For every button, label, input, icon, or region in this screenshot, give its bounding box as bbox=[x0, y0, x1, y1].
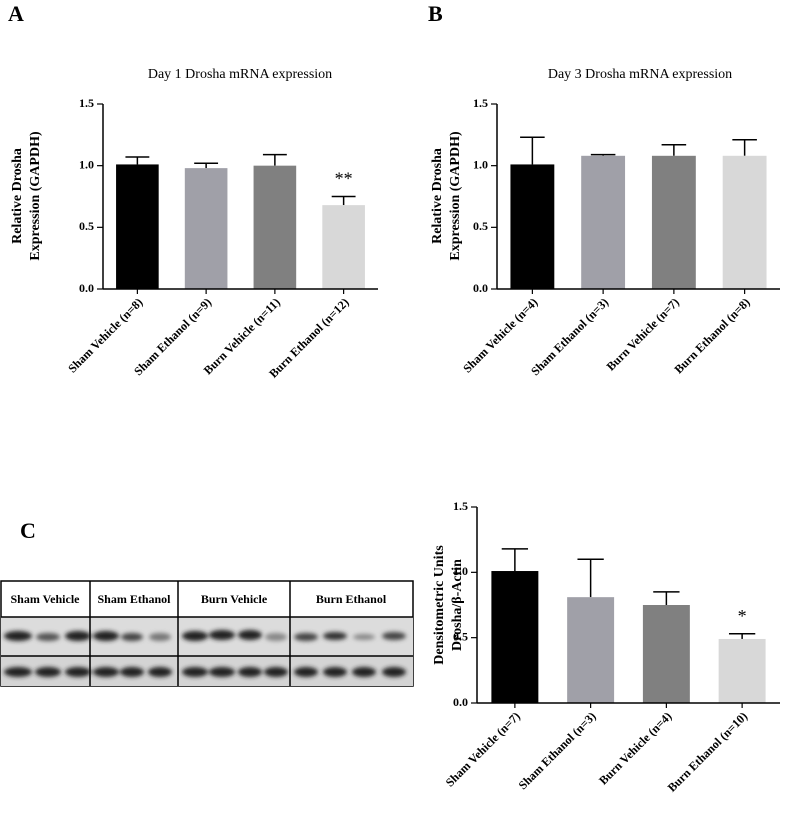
annotation: ** bbox=[335, 169, 353, 189]
bar bbox=[184, 168, 228, 289]
panel-letter: B bbox=[428, 1, 443, 26]
y-tick-label: 0.5 bbox=[453, 629, 468, 643]
y-axis-label: Relative Drosha bbox=[430, 148, 445, 244]
panel-letter: A bbox=[8, 1, 24, 26]
blot-label: Burn Vehicle bbox=[201, 592, 268, 606]
y-tick-label: 1.5 bbox=[473, 96, 488, 110]
y-axis-label: Densitometric Units bbox=[432, 545, 447, 665]
y-axis-label: Relative Drosha bbox=[10, 148, 25, 244]
bar bbox=[322, 205, 365, 289]
y-tick-label: 0.0 bbox=[473, 281, 488, 295]
bar bbox=[567, 597, 615, 703]
annotation: * bbox=[738, 606, 747, 626]
panel-letter: C bbox=[20, 518, 36, 543]
y-tick-label: 0.0 bbox=[79, 281, 94, 295]
y-axis-label: Expression (GAPDH) bbox=[28, 131, 43, 261]
x-tick-label: Sham Ethanol (n=3) bbox=[516, 709, 599, 792]
x-tick-label: Burn Ethanol (n=8) bbox=[671, 295, 752, 376]
chart-title: Day 3 Drosha mRNA expression bbox=[548, 67, 732, 82]
x-tick-label: Sham Vehicle (n=7) bbox=[443, 709, 523, 789]
bar bbox=[116, 164, 159, 289]
blot-dividers bbox=[1, 581, 413, 686]
x-tick-label: Burn Ethanol (n=10) bbox=[665, 709, 750, 794]
bar bbox=[491, 571, 539, 703]
y-axis-label: Drosha/β-Actin bbox=[450, 559, 465, 651]
bar bbox=[581, 155, 626, 289]
x-tick-label: Burn Vehicle (n=4) bbox=[596, 709, 674, 787]
bar bbox=[651, 155, 696, 289]
x-tick-label: Sham Vehicle (n=4) bbox=[460, 295, 540, 375]
western-blot: Sham Vehicle Sham Ethanol Burn Vehicle B… bbox=[0, 580, 414, 687]
x-tick-label: Sham Ethanol (n=3) bbox=[528, 295, 611, 378]
bar bbox=[642, 605, 690, 703]
y-tick-label: 1.0 bbox=[453, 564, 468, 578]
y-tick-label: 1.0 bbox=[473, 157, 488, 171]
blot-label: Sham Vehicle bbox=[10, 592, 80, 606]
bar bbox=[510, 164, 555, 289]
bar bbox=[718, 638, 766, 703]
blot-bands bbox=[4, 630, 406, 677]
y-tick-label: 0.5 bbox=[473, 219, 488, 233]
y-tick-label: 1.0 bbox=[79, 157, 94, 171]
blot-label: Burn Ethanol bbox=[316, 592, 387, 606]
blot-label: Sham Ethanol bbox=[97, 592, 171, 606]
y-axis-label: Expression (GAPDH) bbox=[448, 131, 463, 261]
y-tick-label: 0.5 bbox=[79, 219, 94, 233]
chart-title: Day 1 Drosha mRNA expression bbox=[148, 67, 332, 82]
y-tick-label: 0.0 bbox=[453, 695, 468, 709]
y-tick-label: 1.5 bbox=[453, 499, 468, 513]
x-tick-label: Sham Vehicle (n=8) bbox=[65, 295, 145, 375]
bar bbox=[253, 165, 297, 289]
x-tick-label: Burn Vehicle (n=7) bbox=[604, 295, 682, 373]
bar bbox=[722, 155, 767, 289]
y-tick-label: 1.5 bbox=[79, 96, 94, 110]
